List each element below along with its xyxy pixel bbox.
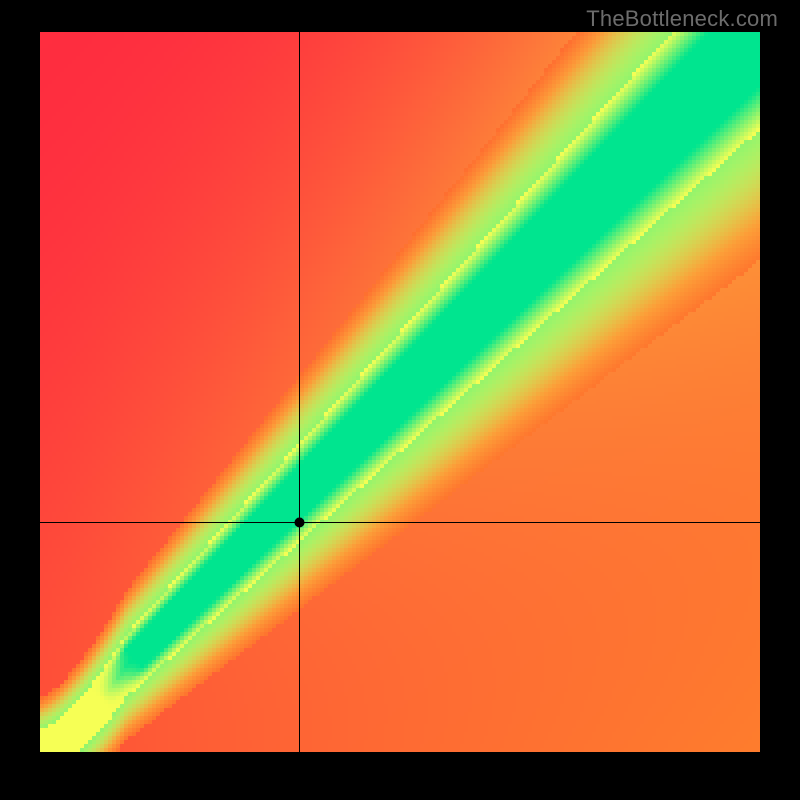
watermark-text: TheBottleneck.com [586,6,778,32]
bottleneck-heatmap [40,32,760,752]
